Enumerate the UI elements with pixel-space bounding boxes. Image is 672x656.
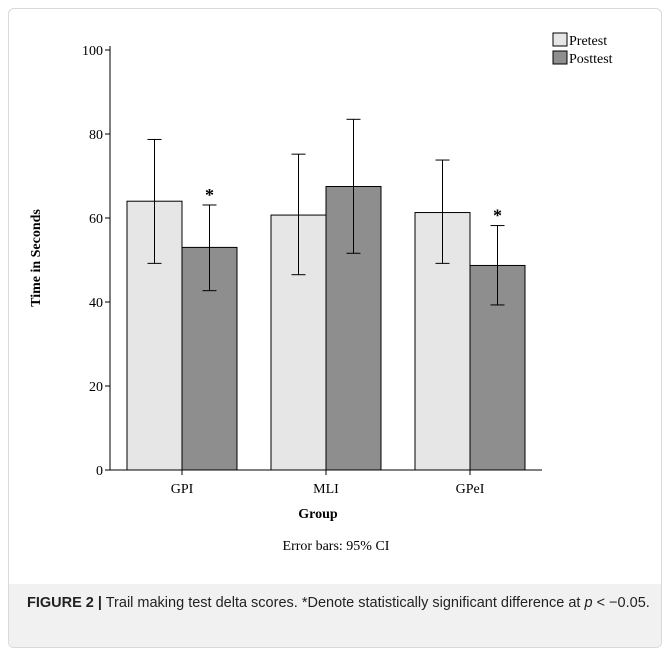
error-bar-note: Error bars: 95% CI: [282, 539, 390, 554]
y-tick-label: 0: [96, 464, 103, 479]
caption-background: [9, 584, 661, 647]
x-tick-label: MLI: [313, 482, 339, 497]
x-axis-title: Group: [298, 507, 338, 522]
significance-marker: *: [205, 185, 214, 205]
y-tick-label: 20: [89, 380, 103, 395]
legend-swatch-pretest: [552, 32, 568, 47]
legend-label-posttest: Posttest: [569, 52, 613, 67]
y-tick-label: 80: [89, 128, 103, 143]
caption-text-end: < −0.05.: [592, 595, 650, 611]
y-tick-label: 100: [82, 44, 103, 59]
bar-chart: 0 20 40 60 80 100 GPI * MLI GPeI * Time in Seconds…: [29, 32, 613, 522]
caption-text: Trail making test delta scores. *Denote …: [101, 595, 585, 611]
y-tick-label: 60: [89, 212, 103, 227]
legend: Pretest Posttest: [552, 32, 613, 67]
x-tick-label: GPI: [171, 482, 194, 497]
y-axis-title: Time in Seconds: [29, 209, 44, 307]
plot-area: 0 20 40 60 80 100 GPI * MLI GPeI *: [82, 44, 542, 497]
legend-label-pretest: Pretest: [569, 34, 607, 49]
caption-label: FIGURE 2 |: [27, 595, 102, 611]
x-tick-label: GPeI: [456, 482, 485, 497]
figure-caption: FIGURE 2 | Trail making test delta score…: [27, 594, 657, 613]
significance-marker: *: [493, 206, 502, 226]
caption-variable: p: [584, 595, 593, 611]
y-tick-label: 40: [89, 296, 103, 311]
legend-swatch-posttest: [552, 50, 568, 65]
